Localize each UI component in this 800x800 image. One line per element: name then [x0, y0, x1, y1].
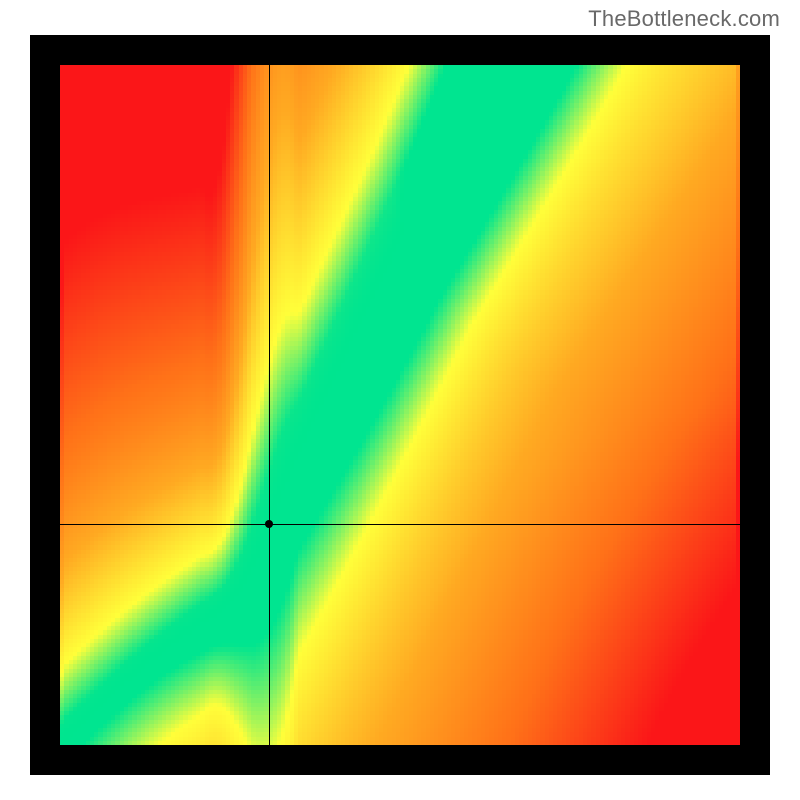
- crosshair-horizontal: [60, 524, 740, 525]
- heatmap-plot: [60, 65, 740, 745]
- chart-frame: [30, 35, 770, 775]
- watermark-text: TheBottleneck.com: [588, 6, 780, 32]
- image-container: TheBottleneck.com: [0, 0, 800, 800]
- marker-point: [265, 520, 273, 528]
- heatmap-canvas: [60, 65, 740, 745]
- crosshair-vertical: [269, 65, 270, 745]
